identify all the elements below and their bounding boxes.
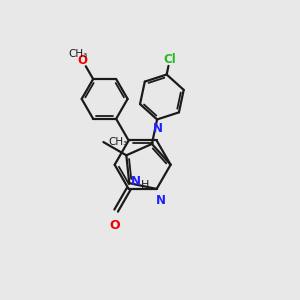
Text: CH₃: CH₃ (69, 49, 88, 58)
Text: O: O (78, 54, 88, 67)
Text: CH₃: CH₃ (109, 137, 128, 147)
Text: Cl: Cl (164, 53, 176, 66)
Text: H: H (140, 180, 149, 190)
Text: N: N (131, 175, 141, 188)
Text: N: N (156, 194, 166, 207)
Text: O: O (110, 220, 120, 232)
Text: N: N (152, 122, 163, 135)
